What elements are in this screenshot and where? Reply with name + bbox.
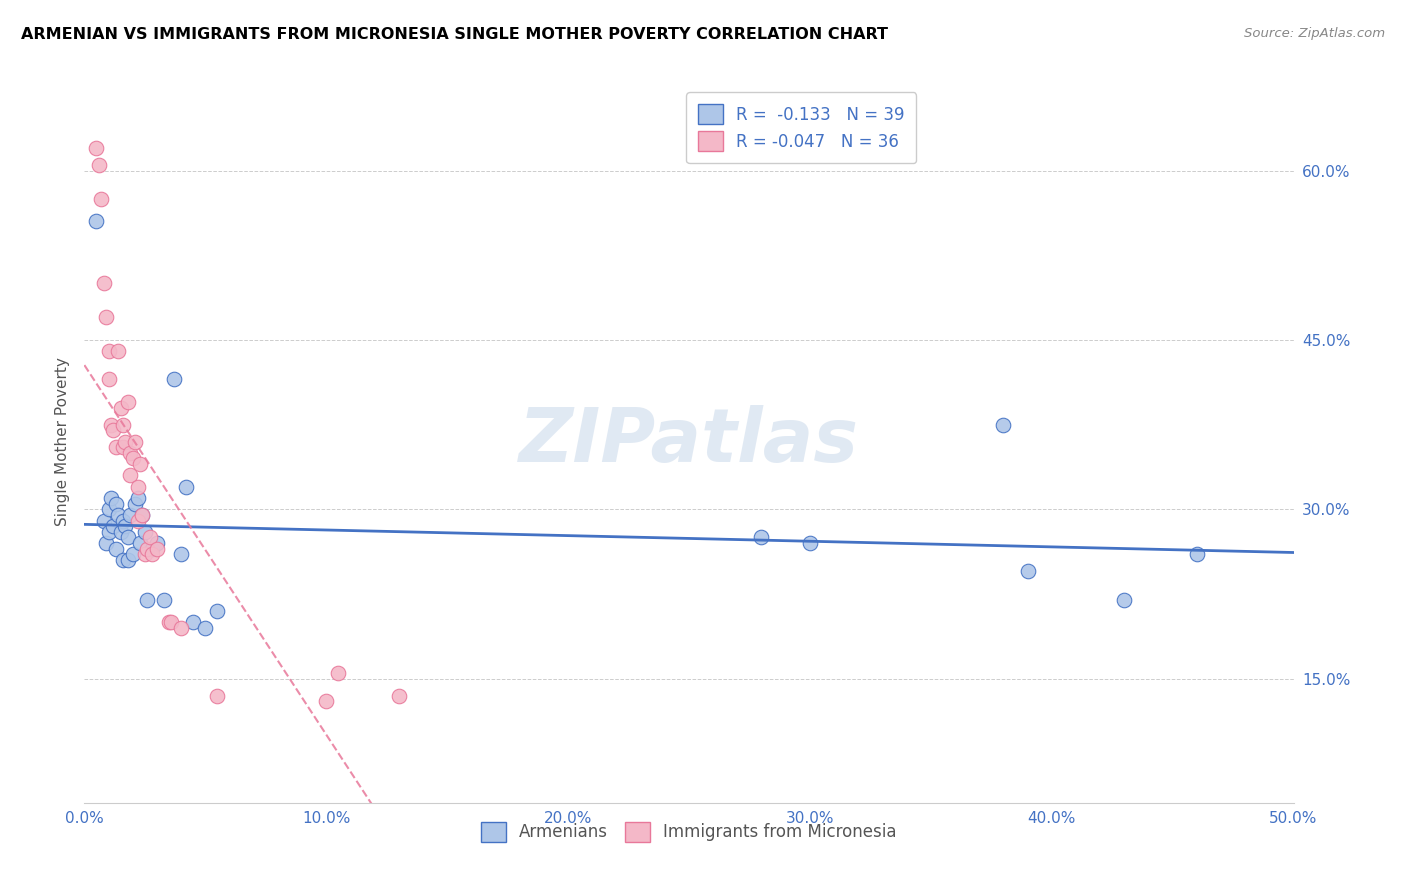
Y-axis label: Single Mother Poverty: Single Mother Poverty bbox=[55, 357, 70, 526]
Point bbox=[114, 434, 136, 449]
Point bbox=[138, 531, 160, 545]
Point bbox=[86, 214, 108, 228]
Point bbox=[170, 548, 193, 562]
Point bbox=[993, 417, 1015, 432]
Point bbox=[129, 457, 152, 471]
Point bbox=[117, 395, 139, 409]
Point bbox=[94, 310, 117, 325]
Point bbox=[315, 694, 337, 708]
Text: Source: ZipAtlas.com: Source: ZipAtlas.com bbox=[1244, 27, 1385, 40]
Point bbox=[97, 344, 120, 359]
Point bbox=[799, 536, 821, 550]
Point bbox=[157, 615, 180, 630]
Point bbox=[100, 491, 122, 505]
Point bbox=[117, 531, 139, 545]
Point bbox=[114, 519, 136, 533]
Point bbox=[1017, 565, 1039, 579]
Point bbox=[103, 519, 125, 533]
Point bbox=[131, 508, 153, 522]
Point bbox=[117, 553, 139, 567]
Point bbox=[104, 440, 127, 454]
Point bbox=[129, 536, 152, 550]
Text: ARMENIAN VS IMMIGRANTS FROM MICRONESIA SINGLE MOTHER POVERTY CORRELATION CHART: ARMENIAN VS IMMIGRANTS FROM MICRONESIA S… bbox=[21, 27, 889, 42]
Point bbox=[1185, 548, 1208, 562]
Point bbox=[127, 491, 149, 505]
Point bbox=[97, 372, 120, 386]
Point bbox=[93, 514, 115, 528]
Text: ZIPatlas: ZIPatlas bbox=[519, 405, 859, 478]
Point bbox=[112, 417, 135, 432]
Point bbox=[141, 541, 163, 556]
Point bbox=[751, 531, 773, 545]
Point bbox=[121, 451, 143, 466]
Point bbox=[110, 401, 132, 415]
Point bbox=[86, 141, 108, 155]
Point bbox=[124, 434, 146, 449]
Point bbox=[103, 423, 125, 437]
Point bbox=[94, 536, 117, 550]
Point bbox=[112, 440, 135, 454]
Point bbox=[124, 497, 146, 511]
Point bbox=[120, 508, 142, 522]
Point bbox=[112, 514, 135, 528]
Point bbox=[207, 604, 229, 618]
Point bbox=[134, 548, 156, 562]
Point bbox=[146, 536, 169, 550]
Point bbox=[170, 621, 193, 635]
Point bbox=[136, 592, 159, 607]
Point bbox=[134, 524, 156, 539]
Point bbox=[136, 541, 159, 556]
Point bbox=[181, 615, 204, 630]
Point bbox=[127, 514, 149, 528]
Point bbox=[121, 548, 143, 562]
Point bbox=[1114, 592, 1136, 607]
Point bbox=[90, 192, 112, 206]
Legend: Armenians, Immigrants from Micronesia: Armenians, Immigrants from Micronesia bbox=[474, 815, 904, 848]
Point bbox=[146, 541, 169, 556]
Point bbox=[93, 277, 115, 291]
Point bbox=[97, 524, 120, 539]
Point bbox=[127, 480, 149, 494]
Point bbox=[153, 592, 176, 607]
Point bbox=[97, 502, 120, 516]
Point bbox=[104, 497, 127, 511]
Point bbox=[100, 417, 122, 432]
Point bbox=[141, 548, 163, 562]
Point bbox=[163, 372, 186, 386]
Point bbox=[194, 621, 217, 635]
Point bbox=[112, 553, 135, 567]
Point bbox=[131, 508, 153, 522]
Point bbox=[174, 480, 197, 494]
Point bbox=[207, 689, 229, 703]
Point bbox=[107, 508, 129, 522]
Point bbox=[388, 689, 411, 703]
Point bbox=[120, 468, 142, 483]
Point bbox=[87, 158, 110, 172]
Point bbox=[120, 446, 142, 460]
Point bbox=[104, 541, 127, 556]
Point bbox=[110, 524, 132, 539]
Point bbox=[160, 615, 183, 630]
Point bbox=[328, 665, 350, 680]
Point bbox=[107, 344, 129, 359]
